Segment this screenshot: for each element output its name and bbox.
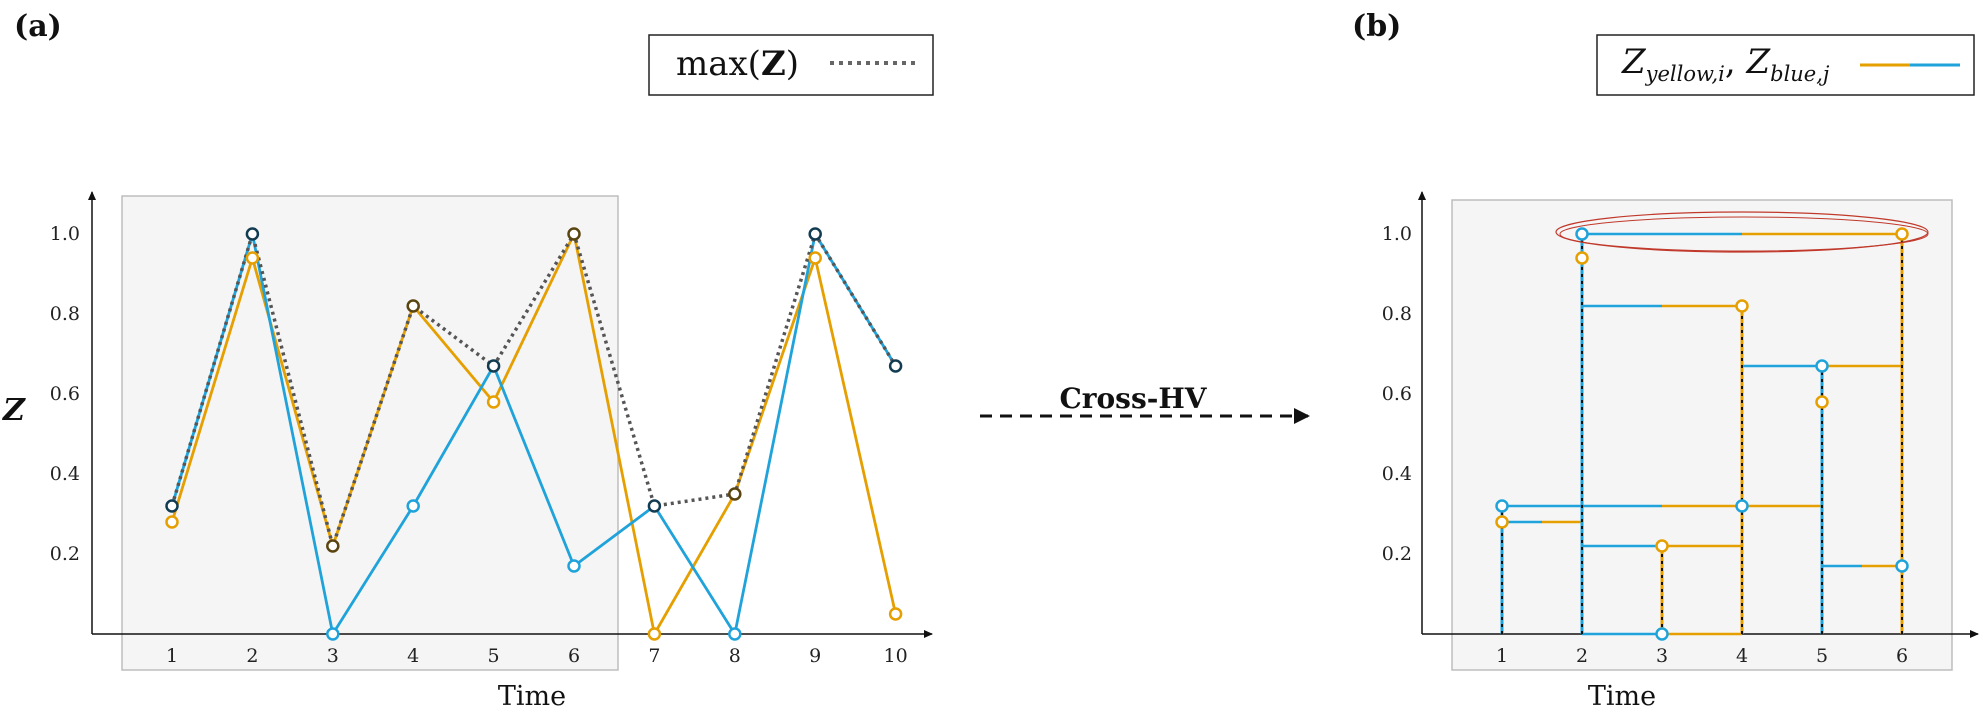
panel-a-label: (a) xyxy=(14,9,62,44)
panel-a-xtick-label: 6 xyxy=(568,645,580,667)
panel-a-yellow-point xyxy=(567,227,581,241)
panel-b-highlight-ellipse xyxy=(1559,216,1929,252)
panel-a-yellow-line xyxy=(170,232,897,636)
panel-a-blue-point xyxy=(486,359,501,373)
panel-b-highlight-ellipse xyxy=(1555,211,1929,253)
panel-a-xtick-label: 3 xyxy=(327,645,339,667)
panel-a-ytick-label: 1.0 xyxy=(50,223,80,245)
panel-b-blue-point xyxy=(1575,227,1589,241)
legend-b-text: Zyellow,i, Zblue,j xyxy=(1621,42,1830,86)
panel-a-xtick-label: 8 xyxy=(729,645,741,667)
panel-b-blue-point xyxy=(1895,559,1909,573)
panel-b-yellow-point xyxy=(1575,251,1589,265)
panel-a-blue-point xyxy=(567,559,581,573)
panel-a-xtick-label: 1 xyxy=(166,645,178,667)
panel-b-xtick-label: 2 xyxy=(1576,645,1588,667)
panel-a-ylabel: Z xyxy=(2,393,26,428)
panel-b-blue-point xyxy=(1495,499,1509,513)
panel-a-ytick-label: 0.2 xyxy=(50,543,80,565)
panel-b-label: (b) xyxy=(1352,9,1401,44)
panel-a-blue-point xyxy=(165,499,179,513)
panel-a-yellow-point xyxy=(486,395,501,409)
panel-a-blue-point xyxy=(326,627,340,641)
panel-a-xtick-label: 10 xyxy=(884,645,908,667)
panel-a-blue-point xyxy=(728,627,742,641)
panel-a-xtick-label: 2 xyxy=(246,645,258,667)
panel-a-ytick-label: 0.8 xyxy=(50,303,80,325)
panel-a-xtick-label: 4 xyxy=(407,645,419,667)
panel-a-yellow-point xyxy=(245,251,260,265)
legend-a: max(Z) xyxy=(648,34,934,96)
panel-b-xtick-label: 3 xyxy=(1656,645,1668,667)
panel-a-yellow-point xyxy=(165,515,179,529)
panel-a-blue-point xyxy=(647,499,662,513)
panel-a-ytick-label: 0.6 xyxy=(50,383,80,405)
panel-b-xlabel: Time xyxy=(1588,681,1656,712)
panel-a-blue-point xyxy=(245,227,260,241)
panel-b-yellow-point xyxy=(1735,299,1749,313)
panel-a-ytick-label: 0.4 xyxy=(50,463,80,485)
panel-a-yellow-point xyxy=(728,487,742,501)
cross-hv-arrow: Cross-HV xyxy=(980,382,1310,424)
cross-hv-label: Cross-HV xyxy=(1059,382,1207,415)
panel-b-plot: 0.2 0.4 0.6 0.8 1.0 1 2 3 4 5 6 xyxy=(1382,191,1979,671)
panel-a-blue-point xyxy=(808,227,822,241)
panel-b-blue-point xyxy=(1735,499,1749,513)
panel-b-ytick-label: 0.2 xyxy=(1382,543,1412,565)
panel-a-yellow-point xyxy=(888,607,903,621)
legend-a-text: max(Z) xyxy=(676,44,799,84)
panel-a-xtick-label: 5 xyxy=(488,645,500,667)
panel-a-xtick-label: 7 xyxy=(648,645,660,667)
panel-b-yellow-point xyxy=(1895,227,1909,241)
panel-a-xtick-label: 9 xyxy=(809,645,821,667)
panel-b-blue-point xyxy=(1815,359,1829,373)
panel-b-xtick-label: 4 xyxy=(1736,645,1748,667)
panel-b-xtick-label: 6 xyxy=(1896,645,1908,667)
panel-a-yellow-point xyxy=(326,539,340,553)
panel-a-plot: 0.2 0.4 0.6 0.8 1.0 1 2 3 4 5 6 7 8 9 10 xyxy=(50,191,933,671)
panel-a-blue-line xyxy=(170,232,897,636)
legend-b: Zyellow,i, Zblue,j xyxy=(1596,34,1975,96)
panel-b-yellow-point xyxy=(1495,515,1509,529)
panel-b-ytick-label: 0.4 xyxy=(1382,463,1412,485)
panel-b-yellow-point xyxy=(1815,395,1829,409)
panel-a-yellow-point xyxy=(808,251,822,265)
panel-b-xtick-label: 5 xyxy=(1816,645,1828,667)
panel-a-xlabel: Time xyxy=(498,681,566,712)
panel-a-max-line xyxy=(170,232,898,548)
panel-b-ytick-label: 0.6 xyxy=(1382,383,1412,405)
panel-b-xtick-label: 1 xyxy=(1496,645,1508,667)
panel-b-ytick-label: 1.0 xyxy=(1382,223,1412,245)
panel-b-blue-point xyxy=(1655,627,1669,641)
panel-b-ytick-label: 0.8 xyxy=(1382,303,1412,325)
panel-a-yellow-point xyxy=(406,299,420,313)
panel-b-yellow-point xyxy=(1655,539,1669,553)
panel-a-blue-point xyxy=(406,499,420,513)
panel-b-shaded-region xyxy=(1451,199,1953,671)
panel-a-blue-point xyxy=(888,359,903,373)
panel-a-yellow-point xyxy=(647,627,662,641)
